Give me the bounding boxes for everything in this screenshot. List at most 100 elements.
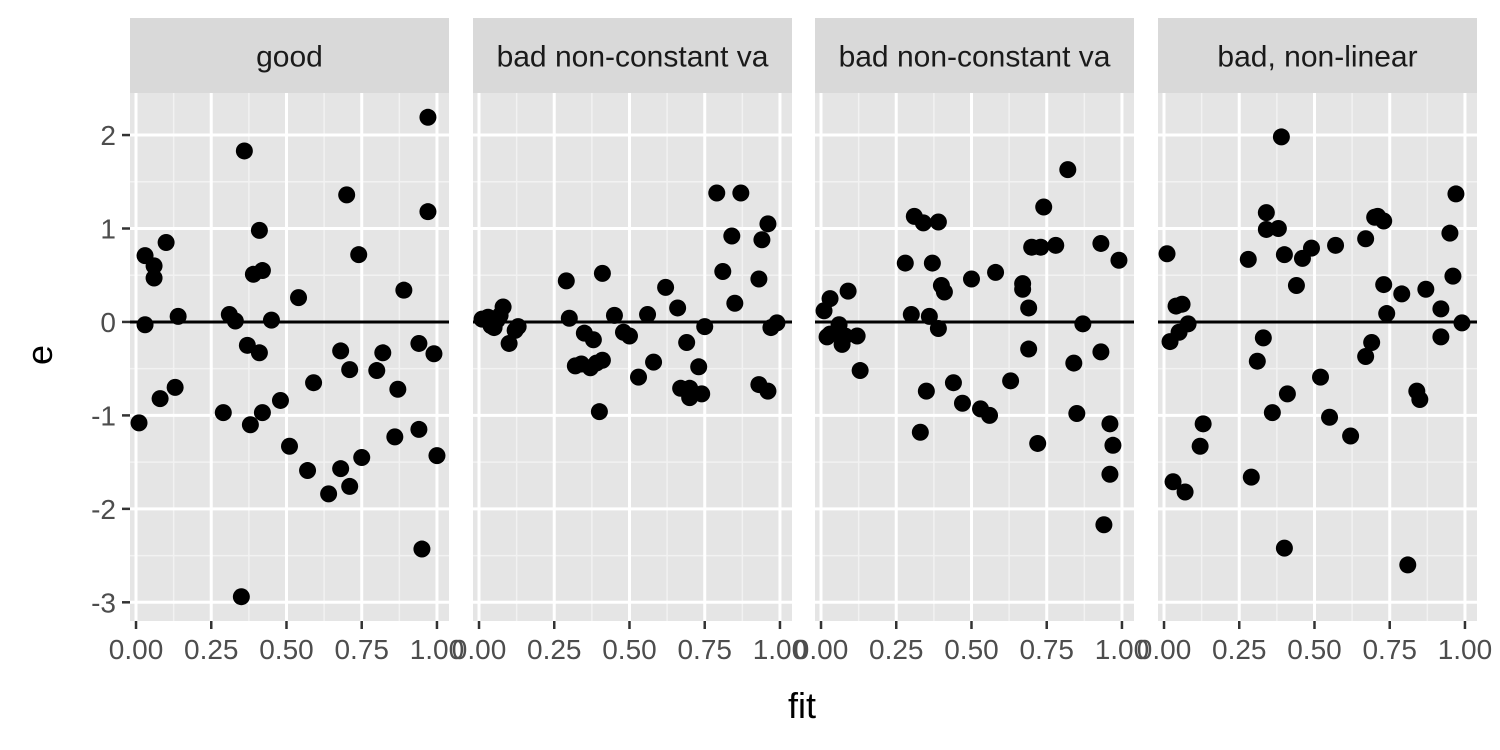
data-point <box>1269 220 1287 238</box>
x-tick-label: 0.00 <box>794 634 849 665</box>
data-point <box>425 345 443 363</box>
data-point <box>1179 315 1197 333</box>
data-point <box>753 231 771 249</box>
data-point <box>250 344 268 362</box>
y-axis: 2 1 0 -1 -2 -3 <box>91 120 130 618</box>
data-point <box>917 382 935 400</box>
data-point <box>1357 348 1375 366</box>
data-point <box>290 289 308 307</box>
data-point <box>368 362 386 380</box>
data-point <box>166 378 184 396</box>
data-point <box>1321 408 1339 426</box>
data-point <box>929 319 947 337</box>
data-point <box>410 420 428 438</box>
data-point <box>1327 236 1345 254</box>
data-point <box>630 368 648 386</box>
data-point <box>1059 161 1077 179</box>
data-point <box>419 108 437 126</box>
data-point <box>374 344 392 362</box>
data-point <box>253 404 271 422</box>
panel-background <box>130 93 449 621</box>
x-tick-label: 1.00 <box>410 634 465 665</box>
data-point <box>1257 204 1275 222</box>
facet-strip-label: good <box>256 41 323 74</box>
data-point <box>981 406 999 424</box>
facet-panel-1: good <box>130 18 449 621</box>
data-point <box>389 380 407 398</box>
data-point <box>1432 328 1450 346</box>
x-tick-label: 0.25 <box>1212 634 1267 665</box>
data-point <box>410 334 428 352</box>
data-point <box>1029 434 1047 452</box>
data-point <box>1302 239 1320 257</box>
data-point <box>1101 465 1119 483</box>
x-tick-label: 0.50 <box>602 634 657 665</box>
data-point <box>708 184 726 202</box>
data-point <box>1399 556 1417 574</box>
data-point <box>759 215 777 233</box>
data-point <box>696 318 714 336</box>
data-point <box>1158 245 1176 263</box>
data-point <box>560 309 578 327</box>
data-point <box>1411 391 1429 409</box>
facet-panel-3: bad non-constant va <box>815 18 1134 621</box>
data-point <box>214 404 232 422</box>
data-point <box>714 262 732 280</box>
data-point <box>911 423 929 441</box>
data-point <box>1092 343 1110 361</box>
data-point <box>669 299 687 317</box>
data-point <box>1104 436 1122 454</box>
data-point <box>281 437 298 455</box>
data-point <box>1278 385 1296 403</box>
data-point <box>1432 300 1450 318</box>
data-point <box>1275 539 1293 557</box>
points-group <box>1158 128 1471 574</box>
data-point <box>350 246 368 264</box>
panel-background <box>815 93 1134 621</box>
x-tick-label: 0.25 <box>527 634 582 665</box>
data-point <box>1272 128 1290 146</box>
data-point <box>419 203 437 221</box>
data-point <box>1014 280 1032 298</box>
data-point <box>1047 236 1065 254</box>
points-group <box>473 184 786 421</box>
y-tick-label: 0 <box>100 307 116 338</box>
y-tick-label: 2 <box>100 120 116 151</box>
x-tick-label: 0.50 <box>259 634 314 665</box>
x-tick-label: 0.25 <box>869 634 924 665</box>
x-tick-label: 0.00 <box>452 634 507 665</box>
data-point <box>1074 315 1092 333</box>
panel-background <box>1158 93 1477 621</box>
data-point <box>136 316 154 334</box>
data-point <box>130 414 148 432</box>
facet-strip-label: bad non-constant va <box>839 41 1111 74</box>
data-point <box>305 374 323 392</box>
data-point <box>1357 230 1375 248</box>
data-point <box>226 312 244 330</box>
data-point <box>920 307 938 325</box>
data-point <box>1032 238 1050 256</box>
data-point <box>1176 483 1194 501</box>
data-point <box>962 270 980 288</box>
data-point <box>232 588 250 606</box>
data-point <box>145 257 163 275</box>
data-point <box>1263 404 1281 422</box>
data-point <box>923 254 941 272</box>
data-point <box>1191 437 1209 455</box>
data-point <box>732 184 750 202</box>
data-point <box>151 390 169 408</box>
data-point <box>848 327 866 345</box>
data-point <box>235 142 253 160</box>
x-tick-label: 0.75 <box>1362 634 1417 665</box>
data-point <box>1239 250 1257 268</box>
data-point <box>1068 405 1086 423</box>
data-point <box>1164 473 1182 491</box>
facet-strip <box>130 18 449 93</box>
data-point <box>332 460 350 478</box>
data-point <box>639 305 657 323</box>
data-point <box>1447 185 1465 203</box>
data-point <box>241 416 259 434</box>
data-point <box>509 318 527 336</box>
y-tick-label: -1 <box>91 400 116 431</box>
